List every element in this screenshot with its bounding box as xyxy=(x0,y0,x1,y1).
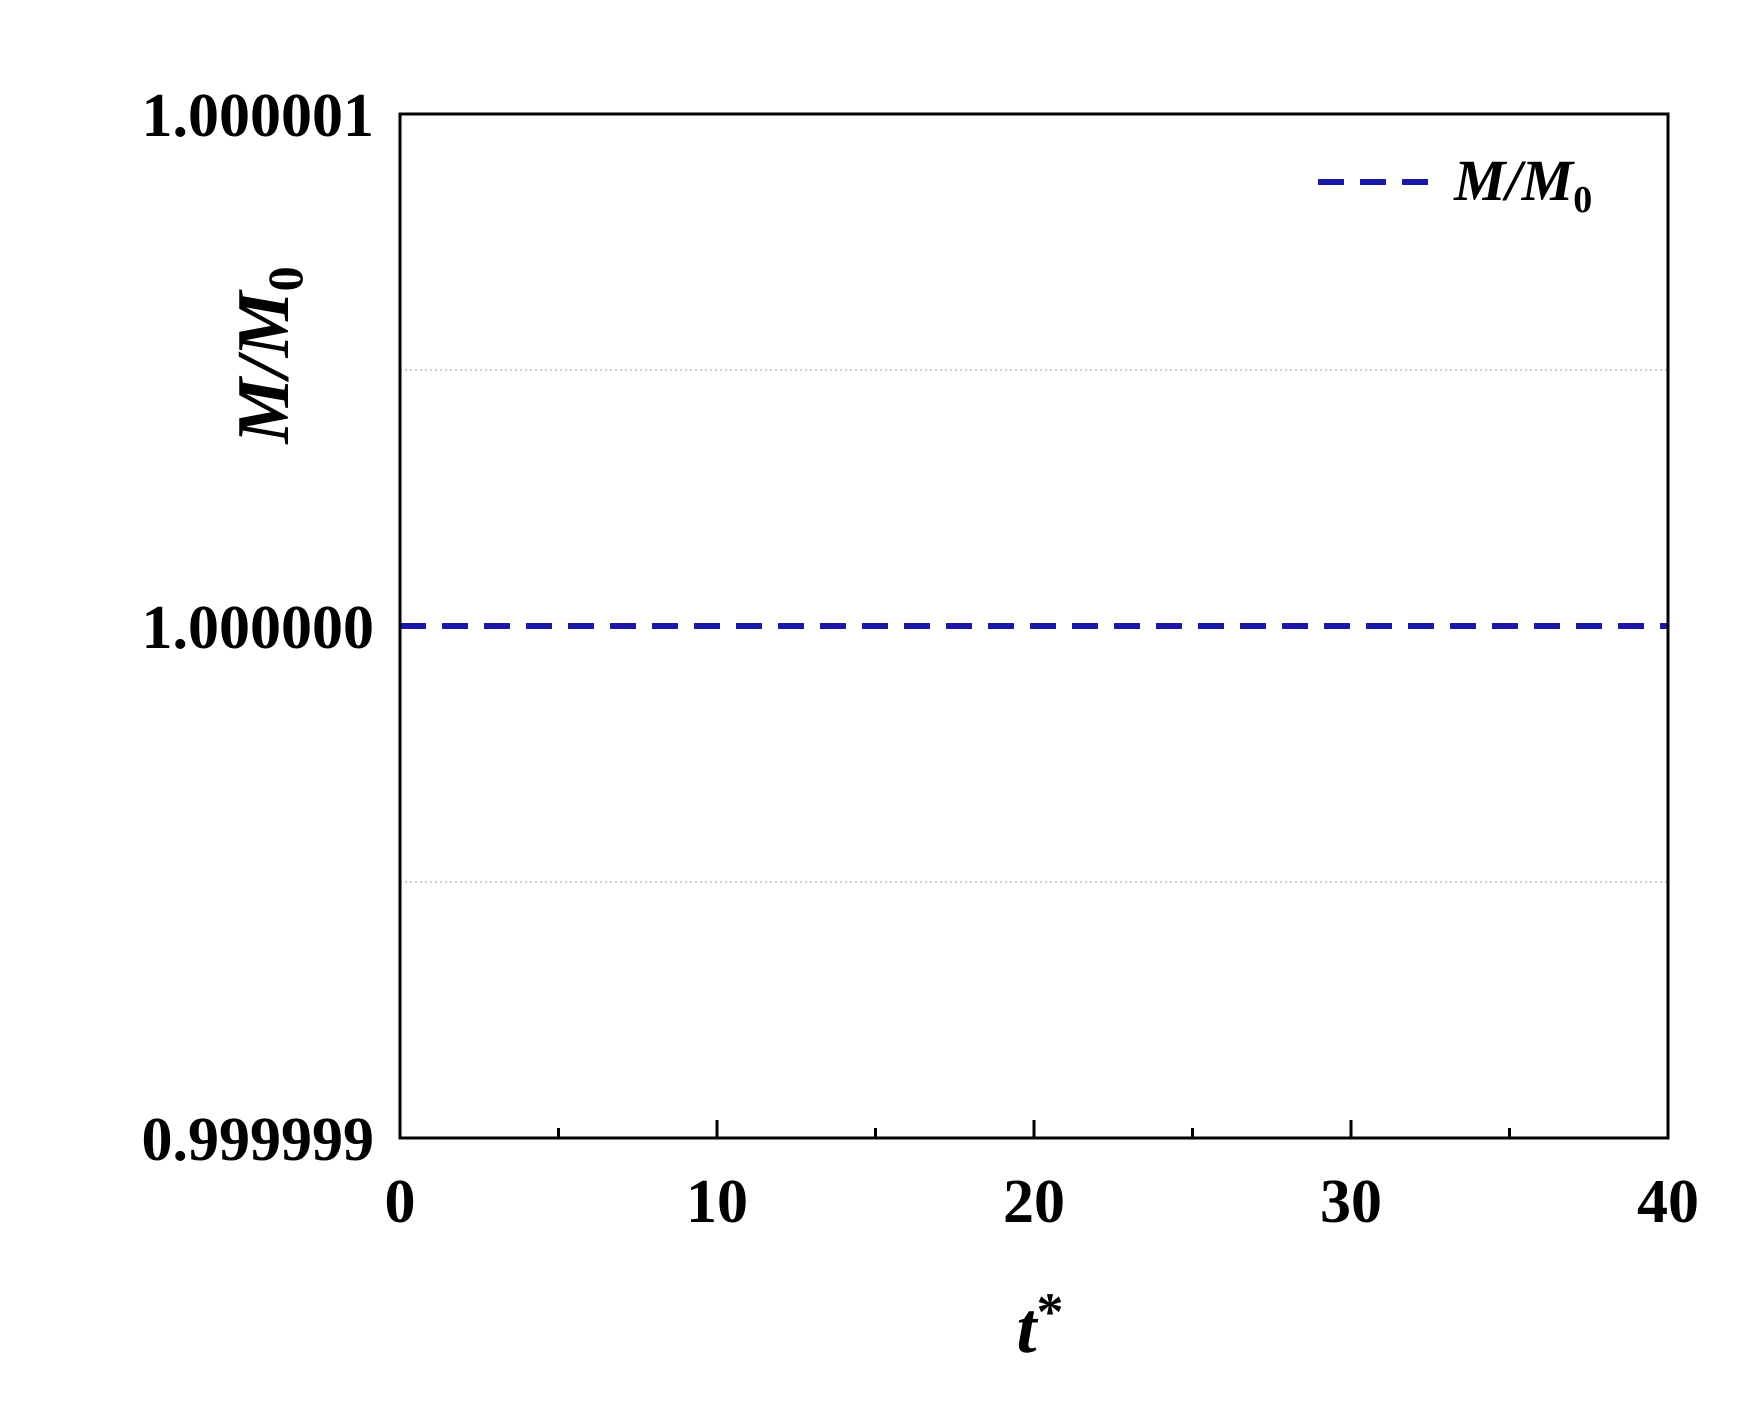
x-tick-label: 0 xyxy=(385,1168,416,1236)
legend: M/M0 xyxy=(1318,148,1592,221)
y-tick-label: 1.000000 xyxy=(142,594,375,662)
tick-layer: 0 10 20 30 40 0.999999 1.000000 1.000001 xyxy=(142,82,1700,1236)
grid-layer xyxy=(400,369,1668,883)
legend-label: M/M0 xyxy=(1453,148,1592,221)
y-tick-label: 1.000001 xyxy=(142,82,375,150)
x-tick-label: 10 xyxy=(686,1168,748,1236)
x-tick-label: 30 xyxy=(1320,1168,1382,1236)
legend-label-subscript: 0 xyxy=(1573,179,1592,221)
y-axis-label: M/M0 xyxy=(223,266,313,444)
x-tick-label: 40 xyxy=(1637,1168,1699,1236)
x-axis-label: t* xyxy=(1016,1282,1063,1368)
y-tick-label: 0.999999 xyxy=(142,1106,375,1174)
x-tick-label: 20 xyxy=(1003,1168,1065,1236)
y-axis-label-subscript: 0 xyxy=(257,266,313,291)
x-axis-label-base: t xyxy=(1016,1288,1038,1368)
legend-label-base: M/M xyxy=(1453,148,1576,213)
y-axis-label-base: M/M xyxy=(223,289,305,444)
x-axis-label-superscript: * xyxy=(1037,1282,1064,1342)
